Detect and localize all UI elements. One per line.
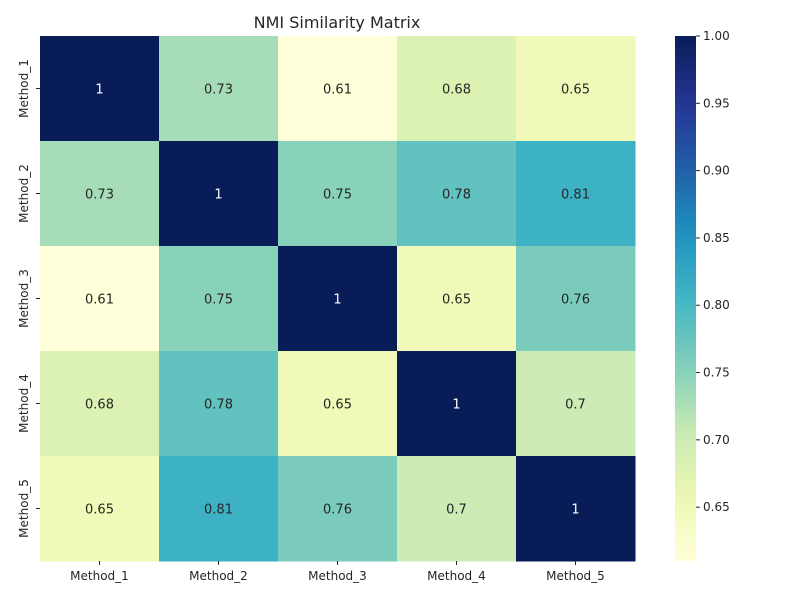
y-tick-label: Method_4 bbox=[17, 374, 31, 433]
colorbar-tick-label: 0.85 bbox=[703, 231, 730, 245]
colorbar-tick-label: 1.00 bbox=[703, 29, 730, 43]
cell-value-label: 0.61 bbox=[323, 83, 352, 98]
x-tick-label: Method_1 bbox=[70, 569, 129, 583]
heatmap-cell bbox=[40, 246, 160, 352]
cell-value-label: 0.65 bbox=[561, 83, 590, 98]
heatmap-cell bbox=[397, 456, 517, 562]
heatmap-cell bbox=[159, 141, 279, 247]
x-tick-label: Method_4 bbox=[427, 569, 486, 583]
cell-value-label: 1 bbox=[214, 188, 222, 203]
heatmap-cell bbox=[516, 141, 636, 247]
cell-value-label: 0.78 bbox=[442, 188, 471, 203]
cell-value-label: 0.73 bbox=[204, 83, 233, 98]
heatmap-cell bbox=[278, 246, 398, 352]
heatmap-cell bbox=[40, 456, 160, 562]
colorbar-tick-label: 0.75 bbox=[703, 366, 730, 380]
heatmap-cell bbox=[516, 456, 636, 562]
y-tick-label: Method_3 bbox=[17, 269, 31, 328]
x-axis: Method_1 Method_2 Method_3 Method_4 Method_5 bbox=[70, 561, 605, 583]
y-tick-label: Method_1 bbox=[17, 59, 31, 118]
colorbar-tick-label: 0.65 bbox=[703, 500, 730, 514]
cell-value-label: 0.73 bbox=[85, 188, 114, 203]
x-tick-label: Method_3 bbox=[308, 569, 367, 583]
heatmap-cell bbox=[159, 456, 279, 562]
cell-value-label: 0.65 bbox=[85, 503, 114, 518]
colorbar-tick-label: 0.95 bbox=[703, 96, 730, 110]
cell-value-label: 0.68 bbox=[85, 398, 114, 413]
cell-value-label: 1 bbox=[95, 83, 103, 98]
cell-value-label: 0.78 bbox=[204, 398, 233, 413]
y-tick-label: Method_5 bbox=[17, 479, 31, 538]
cell-value-label: 0.7 bbox=[446, 503, 467, 518]
heatmap-cell bbox=[278, 456, 398, 562]
colorbar: 0.65 0.70 0.75 0.80 0.85 0.90 0.95 1.00 bbox=[675, 29, 730, 561]
heatmap-cells bbox=[40, 36, 636, 562]
colorbar-gradient bbox=[675, 36, 696, 561]
heatmap-cell bbox=[516, 246, 636, 352]
heatmap-cell bbox=[40, 36, 160, 142]
cell-value-label: 0.65 bbox=[442, 293, 471, 308]
cell-value-label: 1 bbox=[571, 503, 579, 518]
cell-value-label: 1 bbox=[333, 293, 341, 308]
cell-value-label: 0.68 bbox=[442, 83, 471, 98]
chart-title: NMI Similarity Matrix bbox=[254, 13, 421, 32]
heatmap-cell bbox=[397, 246, 517, 352]
x-tick-label: Method_2 bbox=[189, 569, 248, 583]
cell-value-label: 0.61 bbox=[85, 293, 114, 308]
heatmap-cell bbox=[278, 141, 398, 247]
heatmap-cell bbox=[278, 351, 398, 457]
heatmap-cell bbox=[516, 351, 636, 457]
cell-value-label: 0.75 bbox=[204, 293, 233, 308]
heatmap-cell bbox=[516, 36, 636, 142]
y-tick-label: Method_2 bbox=[17, 164, 31, 223]
cell-value-label: 0.76 bbox=[561, 293, 590, 308]
heatmap-cell bbox=[397, 141, 517, 247]
heatmap-cell bbox=[278, 36, 398, 142]
heatmap-cell bbox=[397, 351, 517, 457]
heatmap-cell bbox=[397, 36, 517, 142]
x-tick-label: Method_5 bbox=[546, 569, 605, 583]
cell-value-label: 0.76 bbox=[323, 503, 352, 518]
cell-value-label: 0.65 bbox=[323, 398, 352, 413]
cell-value-label: 0.7 bbox=[565, 398, 586, 413]
heatmap-cell bbox=[159, 246, 279, 352]
heatmap-cell bbox=[159, 351, 279, 457]
heatmap-cell bbox=[159, 36, 279, 142]
colorbar-tick-label: 0.80 bbox=[703, 298, 730, 312]
heatmap-cell bbox=[40, 351, 160, 457]
heatmap-cell bbox=[40, 141, 160, 247]
cell-value-label: 1 bbox=[452, 398, 460, 413]
cell-value-label: 0.81 bbox=[204, 503, 233, 518]
colorbar-tick-label: 0.90 bbox=[703, 164, 730, 178]
cell-value-label: 0.81 bbox=[561, 188, 590, 203]
cell-value-label: 0.75 bbox=[323, 188, 352, 203]
y-axis: Method_1 Method_2 Method_3 Method_4 Method_5 bbox=[17, 59, 40, 538]
heatmap-cell-labels: 1 0.73 0.61 0.68 0.65 0.73 1 0.75 0.78 0.81 0.61 0.… bbox=[85, 83, 590, 518]
colorbar-tick-label: 0.70 bbox=[703, 433, 730, 447]
